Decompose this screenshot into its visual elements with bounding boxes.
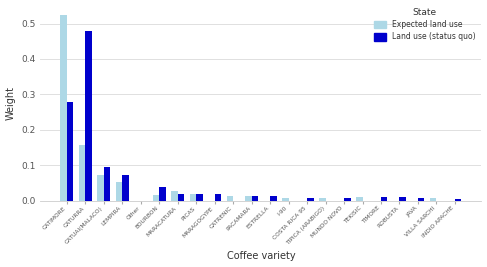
Bar bbox=[227, 196, 233, 201]
Bar bbox=[430, 198, 436, 201]
Bar bbox=[399, 197, 406, 201]
Legend: Expected land use, Land use (status quo): Expected land use, Land use (status quo) bbox=[372, 6, 478, 44]
Bar bbox=[245, 196, 252, 201]
Bar bbox=[159, 187, 166, 201]
Bar bbox=[122, 175, 129, 201]
Bar bbox=[319, 198, 326, 201]
Bar bbox=[79, 145, 85, 201]
Bar bbox=[455, 199, 461, 201]
Bar bbox=[116, 182, 122, 201]
Bar bbox=[215, 194, 221, 201]
Bar bbox=[171, 191, 178, 201]
Bar bbox=[178, 194, 184, 201]
Bar bbox=[97, 175, 104, 201]
Bar bbox=[104, 167, 110, 201]
X-axis label: Coffee variety: Coffee variety bbox=[226, 252, 295, 261]
Bar bbox=[153, 195, 159, 201]
Bar bbox=[381, 197, 388, 201]
Y-axis label: Weight: Weight bbox=[5, 86, 16, 120]
Bar bbox=[85, 31, 92, 201]
Bar bbox=[356, 197, 362, 201]
Bar bbox=[190, 194, 196, 201]
Bar bbox=[307, 198, 314, 201]
Bar bbox=[344, 198, 351, 201]
Bar bbox=[270, 196, 277, 201]
Bar bbox=[418, 198, 425, 201]
Bar bbox=[252, 196, 258, 201]
Bar bbox=[282, 198, 289, 201]
Bar bbox=[60, 15, 67, 201]
Bar bbox=[67, 102, 74, 201]
Bar bbox=[196, 194, 203, 201]
